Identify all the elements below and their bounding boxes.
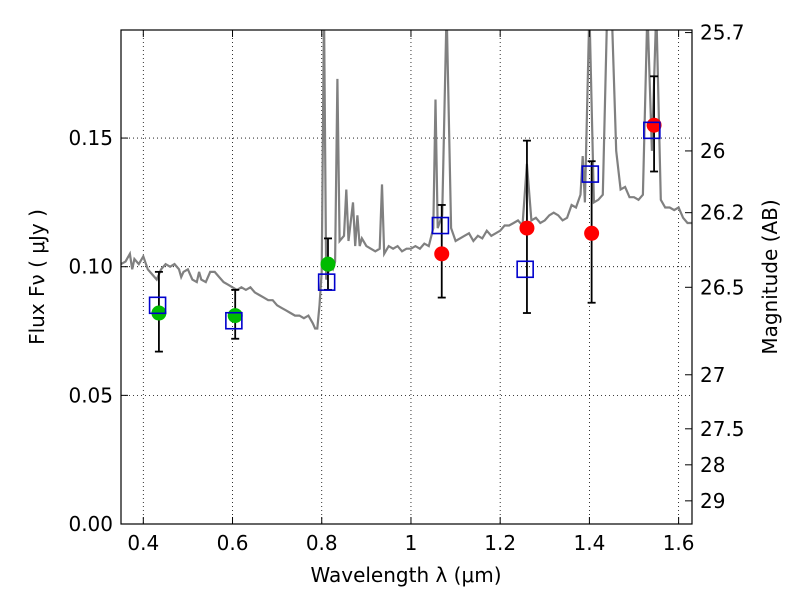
x-axis-label: Wavelength λ (μm) [310, 563, 501, 587]
y2-tick-label: 26.5 [700, 275, 745, 299]
x-tick-label: 1 [405, 531, 418, 555]
circle-marker [584, 225, 600, 241]
circle-marker [519, 220, 535, 236]
circle-marker [646, 117, 662, 133]
y2-tick-label: 26.2 [700, 201, 745, 225]
square-marker [148, 296, 167, 315]
axes: 0.4 0.6 0.8 1 1.2 1.4 1.6 0.00 0.05 0.10 0.15 25.7 2… [68, 21, 744, 555]
x-tick-label: 1.4 [573, 531, 605, 555]
x-tick-label: 1.6 [663, 531, 695, 555]
x-tick-label: 0.4 [127, 531, 159, 555]
y2-tick-label: 27.5 [700, 417, 745, 441]
square-marker [643, 121, 661, 140]
plot-area [121, 30, 692, 353]
circle-marker [434, 246, 450, 262]
y2-tick-label: 25.7 [700, 21, 745, 45]
y2-axis-label: Magnitude (AB) [758, 199, 782, 354]
x-tick-label: 1.2 [484, 531, 516, 555]
square-marker [431, 216, 450, 235]
circle-marker [320, 256, 336, 272]
y-tick-label: 0.10 [68, 255, 113, 279]
y2-tick-label: 26 [700, 139, 725, 163]
x-tick-label: 0.8 [306, 531, 338, 555]
y-tick-label: 0.00 [68, 512, 113, 536]
data-markers [148, 117, 662, 330]
model-spectrum-line [121, 30, 692, 330]
square-marker [516, 260, 534, 279]
y-tick-label: 0.05 [68, 383, 113, 407]
square-marker [317, 273, 336, 291]
y-tick-label: 0.15 [68, 126, 113, 150]
x-tick-label: 0.6 [217, 531, 249, 555]
y2-tick-label: 27 [700, 363, 725, 387]
y-axis-label: Flux Fν ( μJy ) [25, 209, 49, 345]
square-marker [225, 311, 243, 330]
circle-marker [227, 308, 243, 324]
grid-lines [121, 30, 692, 524]
y2-tick-label: 29 [700, 489, 725, 513]
y2-tick-label: 28 [700, 453, 725, 477]
square-marker [581, 165, 600, 183]
plot-frame [120, 29, 693, 525]
